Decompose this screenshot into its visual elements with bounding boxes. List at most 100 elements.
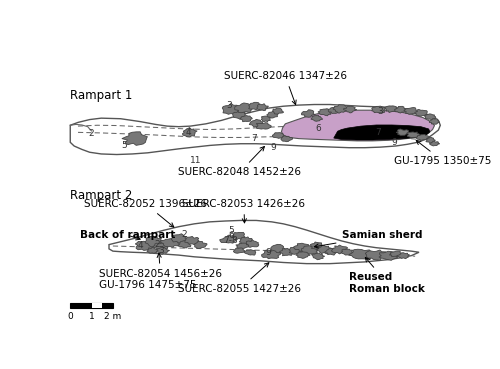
Text: GU-1795 1350±75: GU-1795 1350±75 [394, 140, 491, 166]
Polygon shape [70, 104, 440, 155]
Text: 2: 2 [154, 240, 160, 249]
Bar [92, 303, 113, 308]
Polygon shape [294, 243, 310, 251]
Text: 3: 3 [378, 107, 383, 115]
Polygon shape [296, 252, 310, 258]
Text: 3: 3 [226, 101, 232, 110]
Polygon shape [171, 234, 188, 243]
Polygon shape [194, 241, 207, 249]
Polygon shape [424, 114, 436, 120]
Polygon shape [414, 110, 428, 116]
Polygon shape [184, 237, 199, 245]
Polygon shape [146, 236, 164, 247]
Polygon shape [349, 249, 372, 260]
Text: Rampart 1: Rampart 1 [70, 89, 132, 102]
Polygon shape [220, 235, 236, 243]
Polygon shape [372, 106, 386, 113]
Polygon shape [302, 246, 318, 254]
Polygon shape [147, 247, 158, 254]
Polygon shape [155, 247, 170, 254]
Polygon shape [178, 241, 191, 248]
Text: 6: 6 [316, 124, 321, 132]
Text: 2: 2 [182, 230, 188, 239]
Polygon shape [316, 245, 332, 254]
Polygon shape [182, 128, 197, 137]
Bar [92, 303, 102, 308]
Text: SUERC-82046 1347±26: SUERC-82046 1347±26 [224, 71, 347, 104]
Polygon shape [325, 248, 338, 255]
Text: 6: 6 [228, 231, 234, 240]
Polygon shape [404, 107, 418, 114]
Polygon shape [279, 248, 294, 256]
Polygon shape [267, 111, 278, 118]
Text: 4: 4 [186, 128, 191, 137]
Text: Rampart 2: Rampart 2 [70, 189, 132, 202]
Polygon shape [302, 110, 316, 117]
Text: 9: 9 [271, 144, 276, 152]
Bar [70, 303, 92, 308]
Polygon shape [333, 105, 349, 113]
Polygon shape [407, 132, 420, 138]
Text: 7: 7 [252, 134, 257, 142]
Polygon shape [246, 240, 259, 247]
Polygon shape [109, 220, 419, 263]
Text: 9: 9 [391, 138, 396, 147]
Polygon shape [232, 111, 245, 119]
Polygon shape [152, 243, 168, 250]
Polygon shape [416, 135, 430, 141]
Text: 1: 1 [88, 312, 94, 321]
Polygon shape [272, 108, 283, 114]
Polygon shape [240, 115, 252, 122]
Polygon shape [222, 103, 241, 114]
Text: 2 m: 2 m [104, 312, 122, 321]
Polygon shape [262, 116, 270, 122]
Polygon shape [282, 110, 434, 141]
Text: 4: 4 [137, 241, 143, 250]
Text: 11: 11 [190, 156, 202, 165]
Polygon shape [344, 106, 356, 113]
Text: 0: 0 [68, 312, 73, 321]
Text: SUERC-82054 1456±26
GU-1796 1475±75: SUERC-82054 1456±26 GU-1796 1475±75 [100, 253, 222, 290]
Text: Samian sherd: Samian sherd [314, 230, 422, 248]
Text: 9: 9 [265, 248, 271, 257]
Polygon shape [396, 129, 408, 135]
Polygon shape [249, 119, 263, 127]
Polygon shape [289, 248, 302, 254]
Polygon shape [328, 107, 340, 113]
Text: 5: 5 [228, 226, 234, 235]
Polygon shape [426, 137, 436, 143]
Polygon shape [244, 250, 256, 255]
Text: SUERC-82055 1427±26: SUERC-82055 1427±26 [178, 263, 302, 293]
Text: 7-8: 7-8 [224, 237, 238, 245]
Text: SUERC-82052 1396±26: SUERC-82052 1396±26 [84, 199, 208, 227]
Polygon shape [270, 244, 285, 254]
Text: 5: 5 [122, 141, 128, 150]
Polygon shape [379, 251, 398, 260]
Polygon shape [239, 237, 252, 245]
Polygon shape [430, 141, 440, 146]
Polygon shape [234, 248, 245, 253]
Text: Reused
Roman block: Reused Roman block [349, 258, 425, 294]
Polygon shape [160, 239, 180, 247]
Text: SUERC-82048 1452±26: SUERC-82048 1452±26 [178, 146, 302, 177]
Polygon shape [310, 242, 324, 250]
Polygon shape [384, 106, 398, 113]
Polygon shape [312, 253, 324, 260]
Polygon shape [281, 136, 292, 142]
Polygon shape [366, 250, 388, 261]
Polygon shape [272, 132, 284, 138]
Polygon shape [430, 119, 440, 124]
Polygon shape [334, 125, 430, 140]
Polygon shape [232, 232, 245, 240]
Text: Back of rampart: Back of rampart [80, 230, 176, 240]
Polygon shape [234, 103, 252, 113]
Polygon shape [256, 123, 272, 129]
Polygon shape [318, 109, 332, 116]
Polygon shape [122, 132, 148, 145]
Text: SUERC-82053 1426±26: SUERC-82053 1426±26 [182, 199, 306, 223]
Polygon shape [389, 251, 402, 257]
Polygon shape [394, 106, 406, 113]
Polygon shape [332, 245, 348, 254]
Polygon shape [262, 250, 281, 259]
Polygon shape [257, 104, 268, 111]
